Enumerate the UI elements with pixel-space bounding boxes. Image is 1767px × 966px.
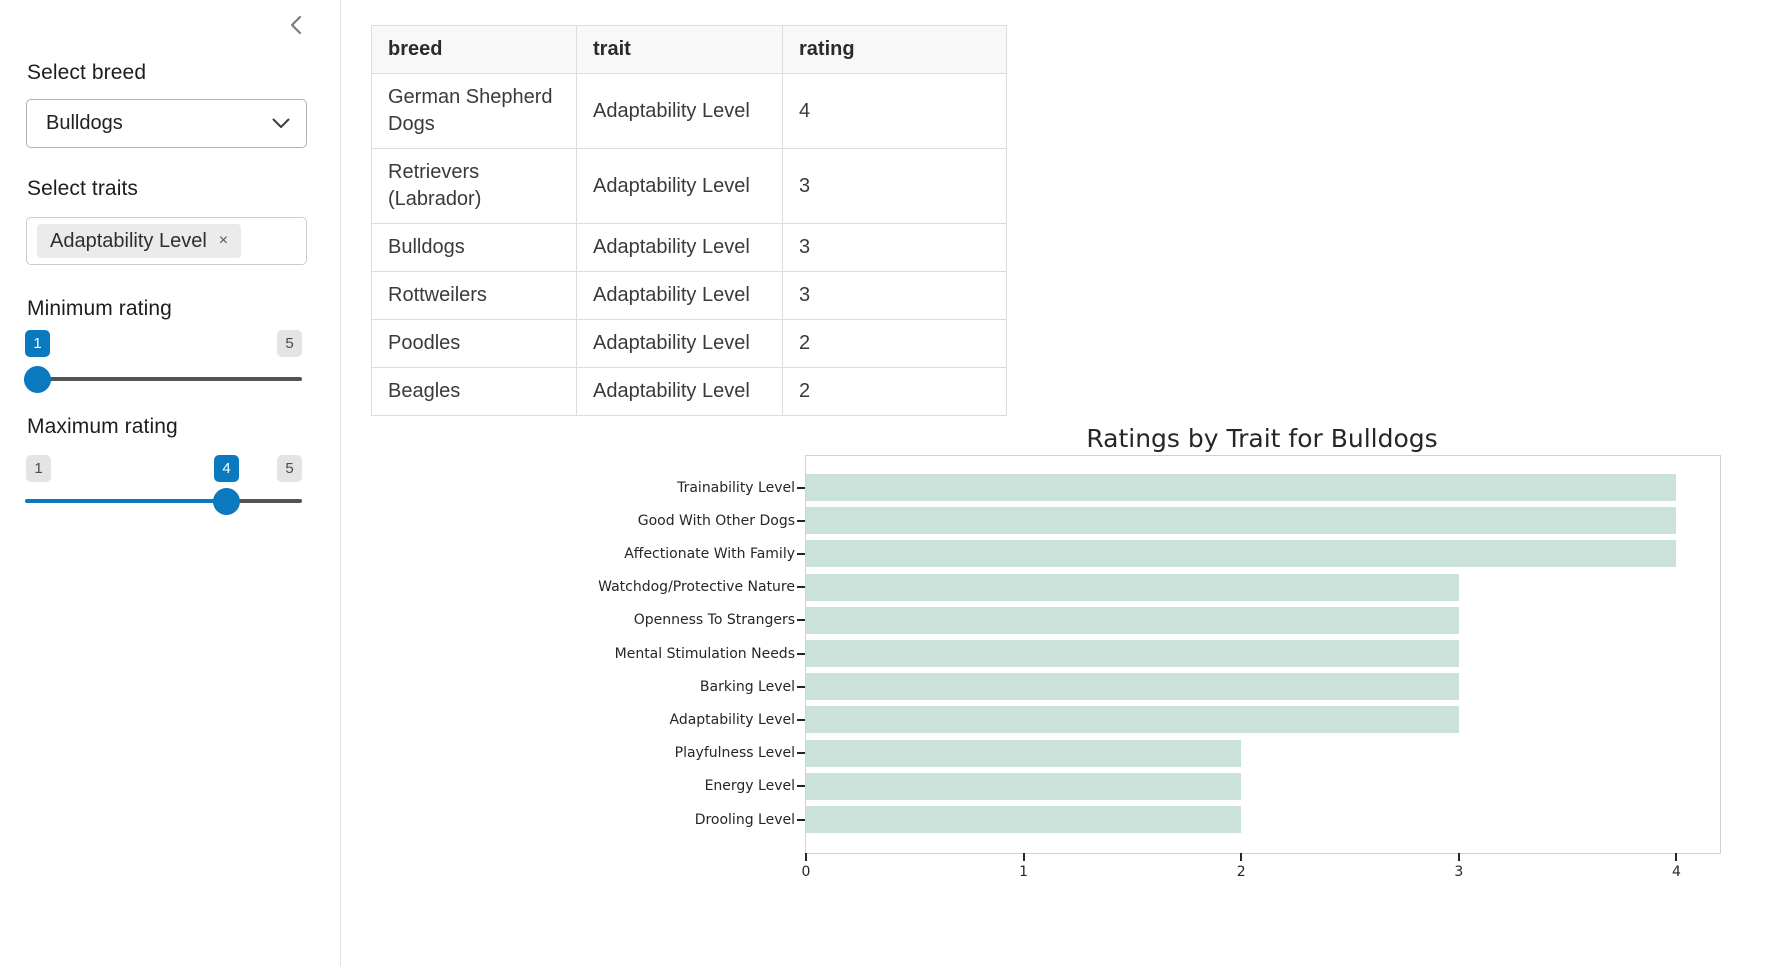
table-header-breed: breed — [371, 25, 577, 74]
table-row: Retrievers (Labrador) Adaptability Level 3 — [371, 148, 1007, 224]
table-cell-rating: 2 — [782, 367, 1007, 416]
table-cell-trait: Adaptability Level — [576, 148, 783, 224]
min-rating-max-badge: 5 — [277, 330, 302, 357]
max-rating-value-badge: 4 — [214, 455, 239, 482]
chart-ytick — [797, 785, 805, 788]
chart-xtick — [1675, 853, 1678, 861]
table-cell-rating: 3 — [782, 271, 1007, 320]
traits-multiselect-input[interactable]: Adaptability Level × — [26, 217, 307, 265]
chart-xtick — [805, 853, 807, 861]
chart-ytick — [797, 718, 805, 721]
chart-xlabel: 4 — [1672, 864, 1681, 880]
chart-bar-2 — [806, 540, 1677, 568]
chart-bar-1 — [806, 507, 1677, 535]
max-rating-label: Maximum rating — [27, 415, 178, 438]
table-row: Poodles Adaptability Level 2 — [371, 319, 1007, 368]
max-rating-slider-track-active[interactable] — [25, 499, 226, 503]
chart-ylabel: Drooling Level — [694, 811, 795, 828]
min-rating-label: Minimum rating — [27, 297, 172, 320]
chart-ylabel: Adaptability Level — [669, 711, 796, 728]
min-rating-slider-handle[interactable] — [24, 366, 51, 393]
chart-bar-9 — [806, 772, 1242, 800]
breed-select-label: Select breed — [27, 61, 147, 84]
chart-bar-10 — [806, 806, 1242, 833]
max-rating-max-badge: 5 — [277, 455, 302, 482]
table-cell-rating: 4 — [782, 73, 1007, 149]
chart-ytick — [797, 818, 805, 821]
table-cell-breed: Bulldogs — [371, 223, 577, 272]
trait-tag-label: Adaptability Level — [50, 229, 207, 252]
min-rating-value-badge: 1 — [25, 330, 50, 357]
table-cell-breed: Retrievers (Labrador) — [371, 148, 577, 224]
chart-bar-5 — [806, 640, 1459, 667]
chart-ylabel: Trainability Level — [677, 479, 795, 496]
min-rating-slider-track[interactable] — [25, 377, 302, 381]
table-row: Beagles Adaptability Level 2 — [371, 367, 1007, 416]
breed-select[interactable]: Bulldogs — [26, 99, 307, 148]
trait-remove-icon[interactable]: × — [218, 232, 229, 249]
chart-ylabel: Energy Level — [704, 778, 795, 795]
table-cell-breed: German Shepherd Dogs — [371, 73, 577, 149]
max-rating-slider-track[interactable] — [226, 499, 302, 503]
chart-bar-4 — [806, 606, 1459, 634]
chart-ylabel: Openness To Strangers — [633, 612, 795, 629]
chart-bar-0 — [806, 474, 1677, 501]
chart-bar-6 — [806, 673, 1459, 701]
table-cell-trait: Adaptability Level — [576, 223, 783, 272]
table-cell-rating: 3 — [782, 148, 1007, 224]
ratings-table: breed trait rating German Shepherd Dogs A… — [371, 25, 1007, 416]
chart-xlabel: 1 — [1019, 864, 1029, 880]
chart-xtick — [1457, 853, 1460, 861]
chart-xtick — [1022, 853, 1025, 861]
chevron-down-icon — [272, 118, 290, 129]
chevron-left-icon — [287, 13, 307, 37]
table-cell-breed: Beagles — [371, 367, 577, 416]
chart-xlabel: 2 — [1236, 864, 1246, 880]
chart-ytick — [797, 586, 805, 589]
chart-ylabel: Affectionate With Family — [624, 545, 795, 562]
chart-ytick — [797, 486, 805, 489]
chart-xtick — [1240, 853, 1243, 861]
sidebar: Select breed Bulldogs Select traits Adap… — [0, 0, 341, 966]
table-header-row: breed trait rating — [371, 25, 1007, 74]
chart-ylabel: Watchdog/Protective Nature — [598, 579, 795, 596]
chart-ytick — [797, 552, 805, 555]
chart-ytick — [797, 619, 805, 622]
table-row: German Shepherd Dogs Adaptability Level 4 — [371, 73, 1007, 149]
chart-ytick — [797, 752, 805, 755]
chart-ytick — [797, 652, 805, 655]
table-row: Rottweilers Adaptability Level 3 — [371, 271, 1007, 320]
table-header-rating: rating — [782, 25, 1007, 74]
chart-ytick — [797, 685, 805, 688]
max-rating-min-badge: 1 — [26, 455, 51, 482]
table-cell-trait: Adaptability Level — [576, 367, 783, 416]
chart-ylabel: Good With Other Dogs — [637, 512, 795, 529]
table-cell-breed: Poodles — [371, 319, 577, 368]
chart-bar-8 — [806, 739, 1242, 767]
table-header-trait: trait — [576, 25, 783, 74]
chart-xlabel: 0 — [801, 864, 811, 880]
max-rating-slider-handle[interactable] — [213, 488, 240, 515]
table-cell-trait: Adaptability Level — [576, 319, 783, 368]
chart-ylabel: Mental Stimulation Needs — [614, 645, 795, 662]
table-cell-trait: Adaptability Level — [576, 73, 783, 149]
chart-xlabel: 3 — [1454, 864, 1464, 880]
breed-select-value: Bulldogs — [46, 112, 123, 134]
chart-ytick — [797, 519, 805, 522]
chart-bar-7 — [806, 706, 1459, 734]
table-cell-rating: 3 — [782, 223, 1007, 272]
sidebar-collapse-button[interactable] — [284, 12, 310, 38]
traits-select-label: Select traits — [27, 177, 139, 200]
chart-ylabel: Playfulness Level — [674, 745, 795, 762]
table-cell-rating: 2 — [782, 319, 1007, 368]
table-row: Bulldogs Adaptability Level 3 — [371, 223, 1007, 272]
chart-ylabel: Barking Level — [699, 678, 795, 695]
chart-title: Ratings by Trait for Bulldogs — [1086, 424, 1438, 453]
table-cell-breed: Rottweilers — [371, 271, 577, 320]
chart-bar-3 — [806, 573, 1459, 601]
table-cell-trait: Adaptability Level — [576, 271, 783, 320]
trait-tag: Adaptability Level × — [37, 224, 242, 258]
